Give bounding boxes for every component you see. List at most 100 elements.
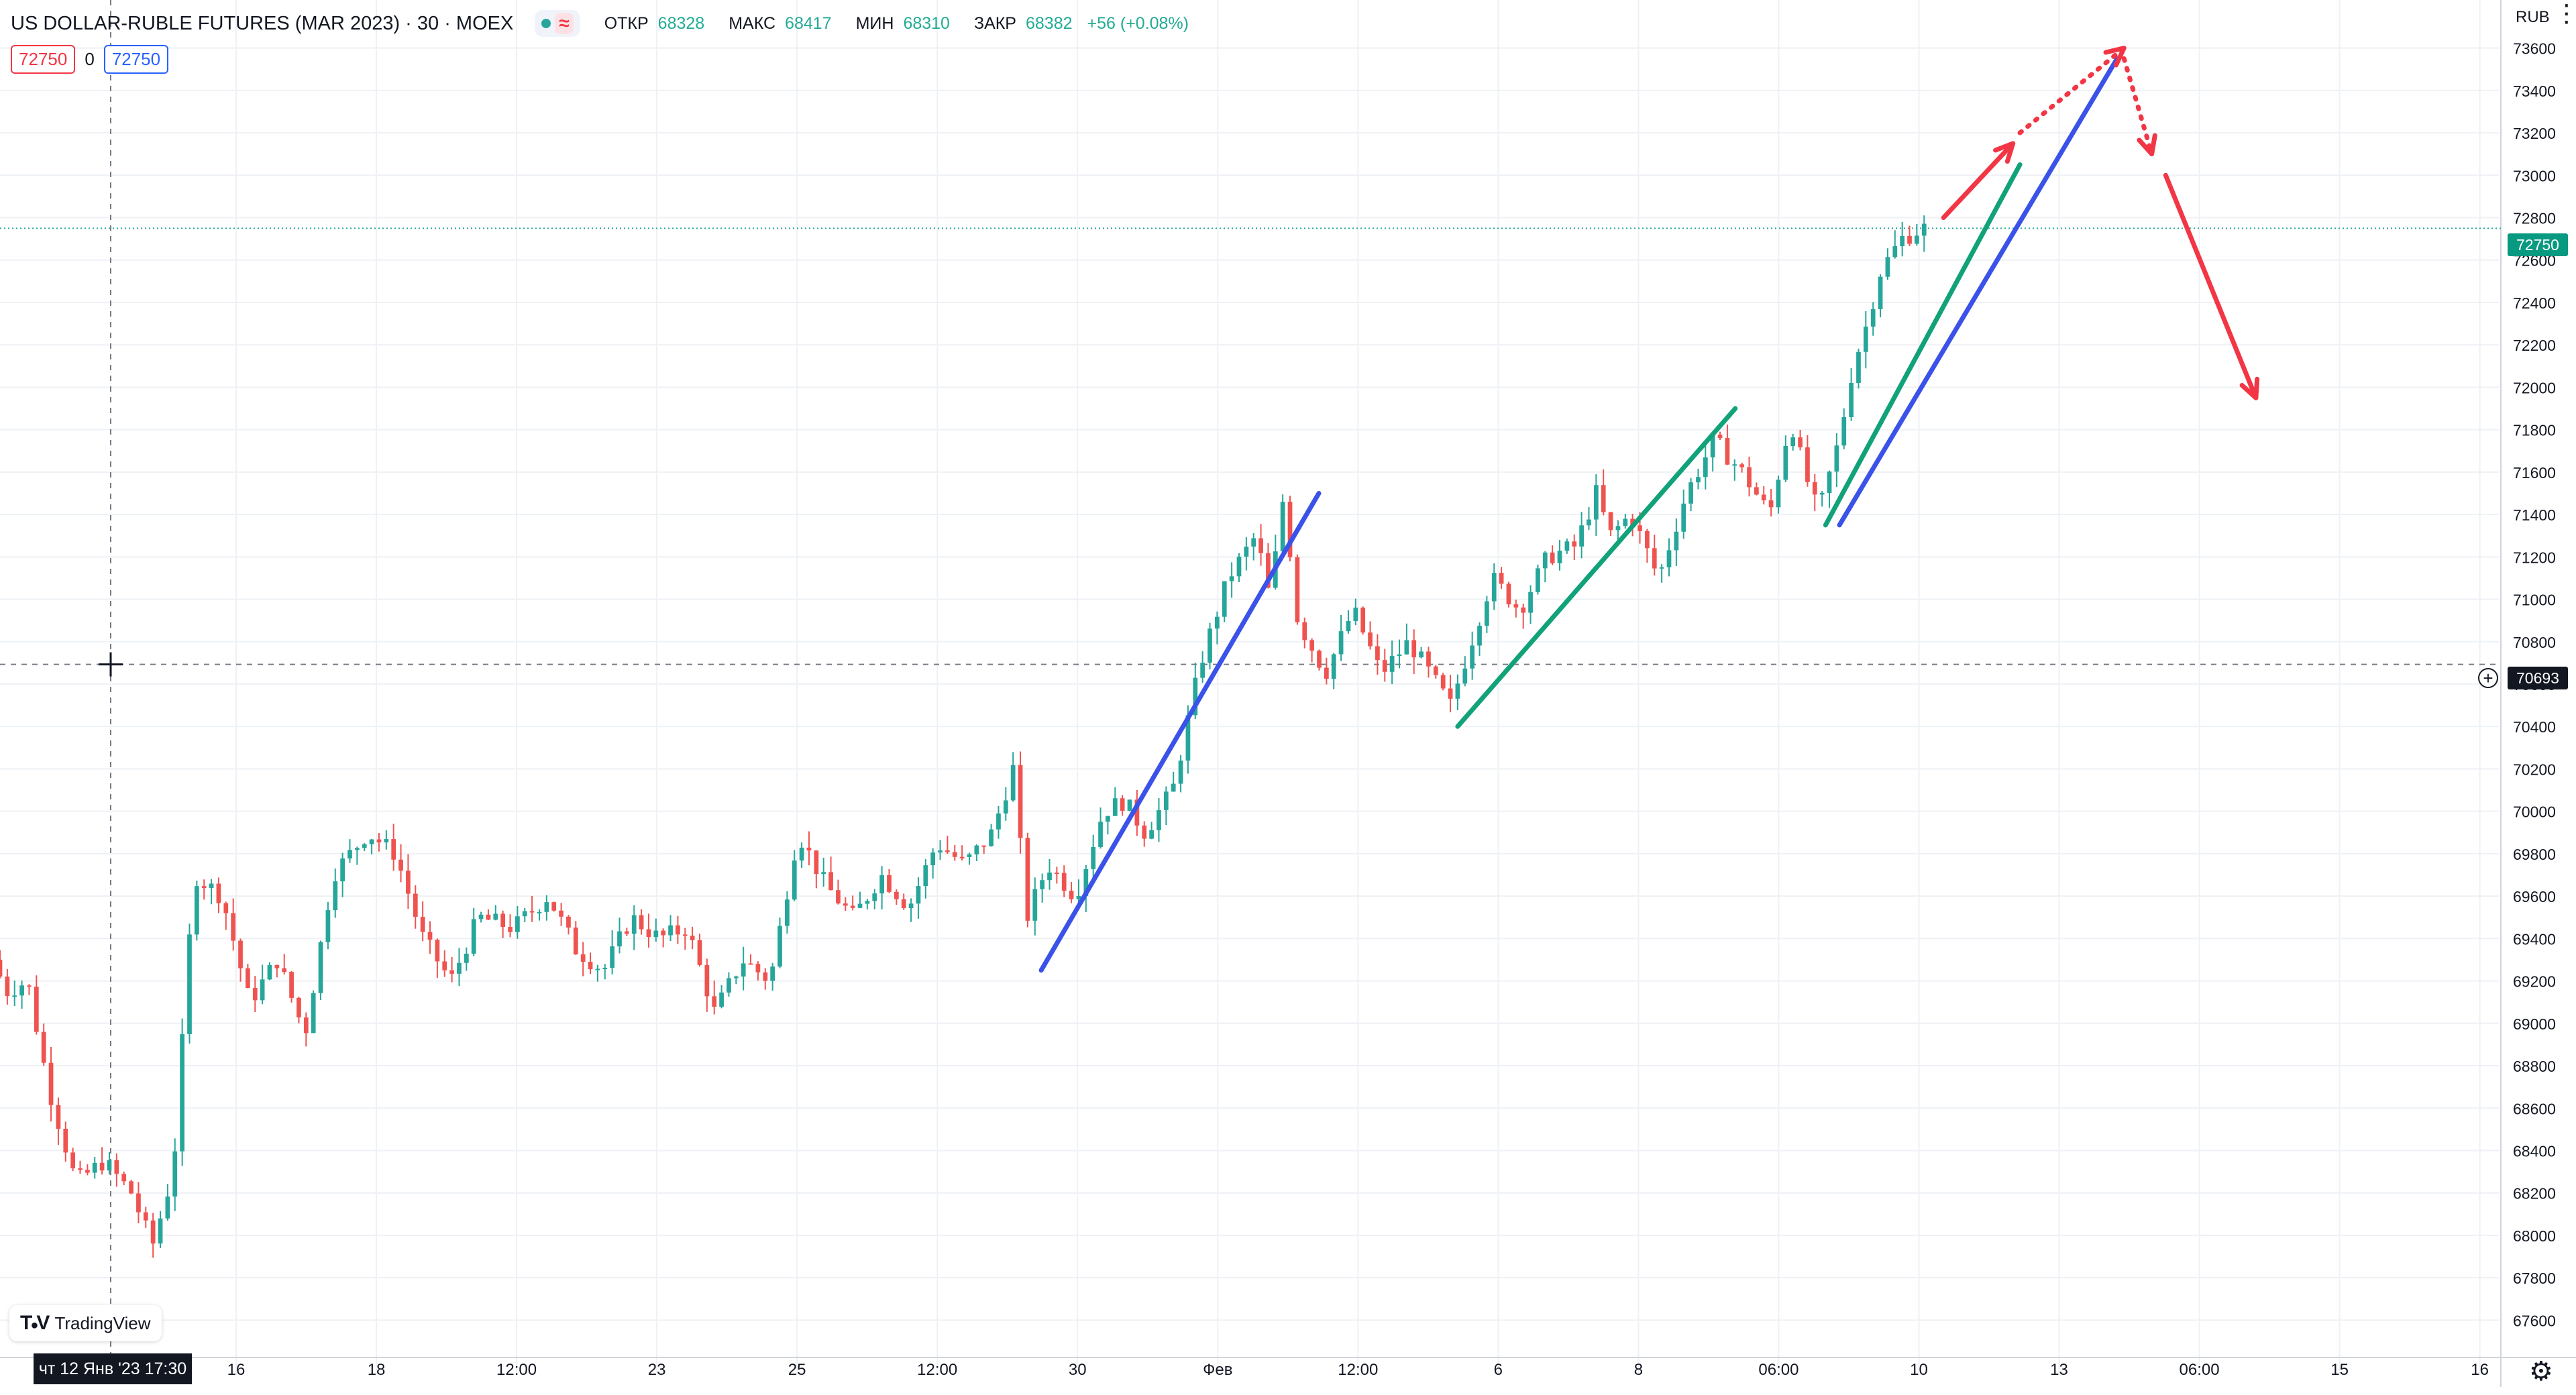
candle-body <box>471 919 476 954</box>
candle-body <box>580 954 586 962</box>
candle-body <box>682 934 688 936</box>
candle-body <box>1732 464 1737 466</box>
candle-body <box>1666 550 1672 567</box>
y-tick-label: 73000 <box>2513 167 2556 184</box>
y-tick-label: 68000 <box>2513 1227 2556 1245</box>
candle-body <box>231 913 236 941</box>
candle-body <box>1389 656 1395 672</box>
candle-body <box>1317 651 1322 668</box>
x-tick-label: 30 <box>1069 1361 1087 1379</box>
candle-body <box>1134 799 1140 826</box>
more-menu-icon[interactable]: ⋮ <box>2555 0 2576 27</box>
y-tick-label: 72400 <box>2513 294 2556 312</box>
candle-body <box>136 1193 141 1213</box>
candle-body <box>916 886 921 904</box>
candle-body <box>1106 816 1110 822</box>
y-tick-label: 68600 <box>2513 1100 2556 1117</box>
candle-body <box>1178 761 1183 784</box>
candle-body <box>741 963 746 977</box>
candle-body <box>1091 846 1096 869</box>
candle-body <box>872 893 877 901</box>
candle-body <box>369 839 374 844</box>
close-label: ЗАКР <box>973 13 1016 33</box>
candle-body <box>1244 547 1249 557</box>
candle-body <box>1222 581 1227 617</box>
candle-body <box>1040 880 1045 889</box>
currency-label[interactable]: RUB <box>2516 8 2550 26</box>
y-tick-label: 69200 <box>2513 973 2556 991</box>
candle-body <box>1849 382 1854 417</box>
candle-body <box>48 1062 54 1105</box>
sell-button[interactable]: 72750 <box>11 44 76 74</box>
y-tick-label: 70400 <box>2513 718 2556 736</box>
candle-body <box>1907 235 1912 244</box>
candle-body <box>1127 799 1132 811</box>
candle-body <box>1419 651 1424 658</box>
candle-body <box>1440 675 1446 689</box>
candle-body <box>340 858 345 882</box>
candle-body <box>347 850 352 859</box>
settings-gear-icon[interactable]: ⚙ <box>2529 1357 2553 1386</box>
candle-body <box>1717 435 1723 439</box>
candle-body <box>1623 518 1628 526</box>
candle-body <box>1645 531 1650 549</box>
arrow-head <box>2103 46 2127 68</box>
candle-body <box>1426 651 1431 667</box>
candle-body <box>78 1168 83 1170</box>
candle-body <box>1688 482 1693 504</box>
y-tick-label: 70200 <box>2513 761 2556 778</box>
candle-body <box>34 987 39 1032</box>
candle-body <box>56 1105 61 1129</box>
y-tick-label: 68400 <box>2513 1142 2556 1160</box>
candle-body <box>209 883 214 889</box>
add-alert-icon[interactable]: + <box>2478 668 2498 688</box>
candle-body <box>785 899 790 926</box>
candle-body <box>1674 531 1679 551</box>
candle-body <box>1557 551 1562 563</box>
status-badges[interactable]: ≈ <box>535 10 580 37</box>
candle-body <box>1805 447 1810 482</box>
candle-body <box>1433 666 1438 675</box>
candle-body <box>602 968 608 970</box>
candle-body <box>610 946 614 968</box>
arrow-head <box>1993 141 2016 164</box>
low-value: 68310 <box>903 13 950 33</box>
candle-body <box>733 976 739 979</box>
x-tick-label: 16 <box>2471 1361 2489 1379</box>
y-tick-label: 69000 <box>2513 1015 2556 1033</box>
candle-body <box>1491 573 1497 602</box>
candle-body <box>1018 765 1023 838</box>
candle-body <box>1513 604 1519 608</box>
candle-body <box>1776 480 1781 508</box>
candle-body <box>274 964 280 968</box>
buy-button[interactable]: 72750 <box>103 44 169 74</box>
x-tick-label: 23 <box>648 1361 666 1379</box>
red-forecast-arrow <box>2017 46 2127 135</box>
candle-body <box>1047 873 1052 881</box>
x-tick-label: 10 <box>1910 1361 1928 1379</box>
tradingview-logo[interactable]: T●V TradingView <box>9 1305 162 1341</box>
candle-body <box>260 979 265 1001</box>
candle-body <box>1003 800 1008 814</box>
candle-body <box>1703 457 1708 478</box>
x-tick-label: 06:00 <box>2180 1361 2220 1379</box>
green-trend-line <box>1455 406 1738 729</box>
symbol-title[interactable]: US DOLLAR-RUBLE FUTURES (MAR 2023) · 30 … <box>11 12 514 34</box>
x-tick-label: 12:00 <box>496 1361 537 1379</box>
candle-body <box>85 1170 90 1173</box>
candle-body <box>901 899 906 909</box>
candle-body <box>981 845 987 847</box>
candle-body <box>1579 525 1584 547</box>
candle-body <box>959 856 965 858</box>
candle-body <box>289 972 294 998</box>
candle-body <box>777 926 782 967</box>
symbol-legend: US DOLLAR-RUBLE FUTURES (MAR 2023) · 30 … <box>11 7 1189 40</box>
candle-body <box>938 850 943 853</box>
candle-body <box>1462 668 1468 684</box>
y-tick-label: 72800 <box>2513 210 2556 227</box>
candle-body <box>704 964 710 997</box>
candle-body <box>500 913 506 927</box>
candle-body <box>325 910 331 942</box>
